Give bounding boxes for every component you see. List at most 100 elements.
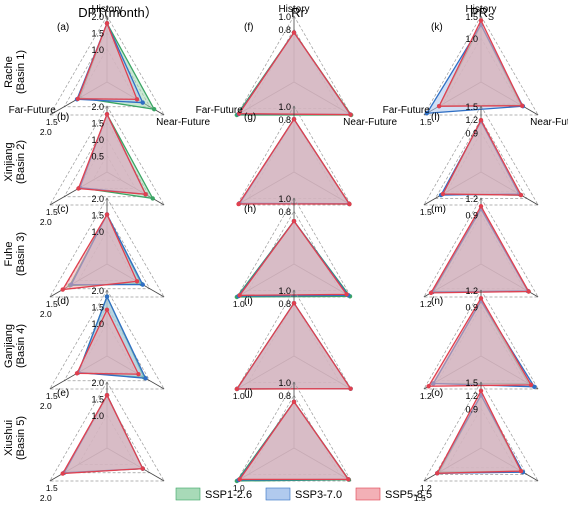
- tick-label: 1.2: [465, 194, 478, 204]
- data-point-ssp5-8.5: [426, 384, 431, 389]
- axis-label-near-future: Near-Future: [343, 117, 397, 128]
- tick-label: 1.5: [91, 119, 104, 129]
- tick-label: 2.0: [91, 378, 104, 388]
- radar-panel-a: 1.01.52.01.52.0(a)HistoryNear-FutureFar-…: [9, 4, 211, 137]
- corner-tick-label: 2.0: [40, 309, 52, 319]
- legend-swatch: [175, 487, 201, 501]
- corner-tick-label: 1.2: [420, 391, 432, 401]
- panel-label: (g): [244, 112, 256, 123]
- data-point-ssp5-8.5: [346, 477, 351, 482]
- data-point-ssp5-8.5: [436, 104, 442, 109]
- data-point-ssp5-8.5: [291, 117, 297, 122]
- data-point-ssp5-8.5: [428, 290, 434, 296]
- tick-label: 2.0: [91, 12, 104, 22]
- data-point-ssp5-8.5: [518, 192, 524, 198]
- data-point-ssp3-7.0: [532, 384, 537, 389]
- corner-tick-label: 1.2: [420, 483, 432, 493]
- tick-label: 1.2: [465, 286, 478, 296]
- panel-label: (c): [57, 204, 69, 215]
- legend-label: SSP5-8.5: [385, 489, 432, 501]
- axis-label-near-future: Near-Future: [530, 117, 568, 128]
- radar-panels: 1.01.52.01.52.0(a)HistoryNear-FutureFar-…: [9, 4, 568, 503]
- corner-tick-label: 1.5: [414, 493, 426, 503]
- row-title-ganjiang: Ganjiang (Basin 4): [3, 324, 27, 368]
- axis-label-near-future: Near-Future: [156, 117, 210, 128]
- series-area-ssp5-8.5: [235, 302, 352, 390]
- tick-label: 0.9: [465, 211, 478, 221]
- series-area-ssp5-8.5: [441, 118, 523, 196]
- corner-tick-label: 2.0: [40, 401, 52, 411]
- column-title-dpt: DPT(month）: [78, 5, 157, 20]
- row-title-name: Xinjiang: [3, 142, 15, 181]
- data-point-ssp5-8.5: [519, 103, 525, 108]
- data-point-ssp5-8.5: [236, 111, 242, 116]
- data-point-ssp5-8.5: [478, 117, 484, 123]
- tick-label: 0.9: [465, 404, 478, 414]
- radar-panel-l: 0.91.21.51.5(l): [420, 102, 539, 217]
- corner-tick-label: 1.5: [46, 391, 58, 401]
- tick-label: 2.0: [91, 102, 104, 112]
- radar-panel-k: 1.0 1.5 1.5 (k) History Near-Future Far-Future: [383, 4, 568, 128]
- series-area-ssp5-8.5: [237, 31, 352, 116]
- corner-tick-label: 1.5: [46, 483, 58, 493]
- data-point-ssp5-8.5: [348, 386, 353, 391]
- axis-label-history: History: [278, 4, 309, 15]
- tick-label: 1.0: [465, 34, 478, 44]
- row-title-name: Fuhe: [3, 241, 15, 266]
- row-title-fuhe: Fuhe (Basin 3): [3, 232, 27, 276]
- axis-label-history: History: [465, 4, 496, 15]
- legend-label: SSP1-2.6: [205, 489, 252, 501]
- row-title-xinjiang: Xinjiang (Basin 2): [3, 140, 27, 184]
- panel-label: (i): [244, 296, 253, 307]
- row-title-xiushui: Xiushui (Basin 5): [3, 416, 27, 460]
- legend: SSP1-2.6 SSP3-7.0 SSP5-8.5: [175, 487, 432, 501]
- tick-label: 0.8: [278, 391, 291, 401]
- radar-panel-b: 0.51.01.52.01.52.0(b): [40, 102, 165, 227]
- row-titles: Rache (Basin 1)Xinjiang (Basin 2)Fuhe (Basi…: [3, 50, 27, 460]
- data-point-ssp5-8.5: [528, 382, 534, 388]
- row-title-name: Rache: [3, 56, 15, 88]
- data-point-ssp5-8.5: [104, 307, 110, 312]
- tick-label: 1.0: [91, 411, 104, 421]
- tick-label: 0.8: [278, 207, 291, 217]
- data-point-ssp5-8.5: [136, 371, 141, 377]
- panel-label: (k): [431, 22, 443, 33]
- tick-label: 1.5: [465, 378, 478, 388]
- data-point-ssp5-8.5: [478, 18, 484, 23]
- grid-triangle: [236, 381, 352, 482]
- data-point-ssp5-8.5: [104, 212, 110, 217]
- data-point-ssp5-8.5: [478, 204, 484, 209]
- panel-label: (h): [244, 204, 256, 215]
- radar-panel-h: 0.8 1.0 1.0 (h): [233, 194, 353, 309]
- row-title-name: Xiushui: [3, 420, 15, 456]
- panel-label: (b): [57, 112, 69, 123]
- data-point-ssp5-8.5: [236, 201, 241, 207]
- tick-label: 1.2: [465, 391, 478, 401]
- series-area-ssp5-8.5: [438, 18, 524, 107]
- axis-label-far-future: Far-Future: [383, 105, 431, 116]
- grid-triangle: [63, 213, 151, 290]
- tick-label: 1.0: [278, 378, 291, 388]
- panel-label: (n): [431, 296, 443, 307]
- data-point-ssp1-2.6: [150, 196, 155, 201]
- data-point-ssp5-8.5: [347, 201, 352, 207]
- data-point-ssp5-8.5: [104, 112, 110, 117]
- data-point-ssp5-8.5: [291, 301, 297, 306]
- radar-panel-j: 0.81.01.0(j): [233, 378, 352, 493]
- tick-label: 1.0: [278, 102, 291, 112]
- legend-item-ssp3-7.0: SSP3-7.0: [265, 487, 342, 501]
- tick-label: 1.5: [91, 211, 104, 221]
- corner-tick-label: 1.0: [233, 483, 245, 493]
- column-title-rr: Rr: [291, 5, 305, 20]
- corner-tick-label: 1.5: [46, 207, 58, 217]
- panel-label: (f): [244, 22, 253, 33]
- series-area-ssp5-8.5: [61, 213, 138, 291]
- data-point-ssp5-8.5: [434, 471, 440, 476]
- radar-panel-n: 0.91.21.2(n): [420, 286, 539, 401]
- data-point-ssp5-8.5: [478, 388, 484, 393]
- row-title-basin: (Basin 5): [15, 416, 27, 460]
- radar-panel-f: 0.8 1.0 (f) History Near-Future Far-Future: [196, 4, 398, 128]
- series-area-ssp5-8.5: [427, 296, 533, 387]
- grid-triangle: [434, 394, 528, 475]
